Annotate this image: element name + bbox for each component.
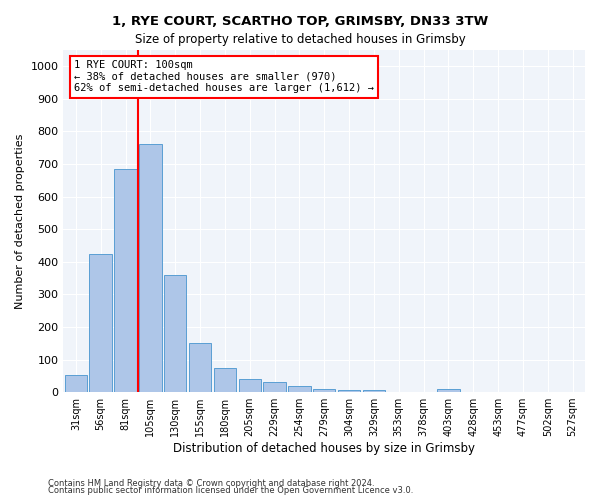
Bar (437, 389, 460, 392)
Bar (239, 379, 261, 392)
Text: 1, RYE COURT, SCARTHO TOP, GRIMSBY, DN33 3TW: 1, RYE COURT, SCARTHO TOP, GRIMSBY, DN33… (112, 15, 488, 28)
Bar (65, 375, 87, 392)
X-axis label: Distribution of detached houses by size in Grimsby: Distribution of detached houses by size … (173, 442, 475, 455)
Bar (164, 275, 187, 392)
Text: Size of property relative to detached houses in Grimsby: Size of property relative to detached ho… (134, 32, 466, 46)
Bar (313, 389, 335, 392)
Text: 1 RYE COURT: 100sqm
← 38% of detached houses are smaller (970)
62% of semi-detac: 1 RYE COURT: 100sqm ← 38% of detached ho… (74, 60, 374, 94)
Bar (189, 343, 211, 392)
Y-axis label: Number of detached properties: Number of detached properties (15, 134, 25, 308)
Bar (139, 144, 161, 392)
Bar (115, 169, 137, 392)
Bar (288, 386, 311, 392)
Text: Contains HM Land Registry data © Crown copyright and database right 2024.: Contains HM Land Registry data © Crown c… (48, 478, 374, 488)
Bar (363, 390, 385, 392)
Bar (89, 254, 112, 392)
Bar (263, 382, 286, 392)
Bar (338, 390, 360, 392)
Text: Contains public sector information licensed under the Open Government Licence v3: Contains public sector information licen… (48, 486, 413, 495)
Bar (214, 368, 236, 392)
